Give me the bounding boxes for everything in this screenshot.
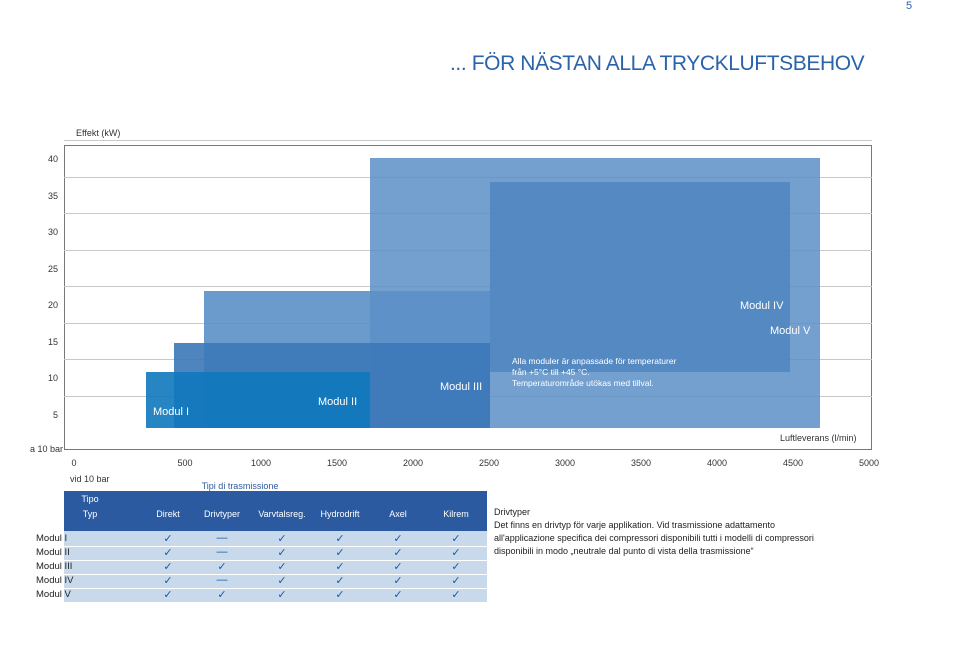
y-tick-label: 15 (47, 336, 58, 347)
y-tick-label: 5 (52, 410, 58, 420)
check-icon: ✓ (393, 547, 403, 559)
check-icon: ✓ (393, 589, 403, 601)
y-tick-label: 10 (47, 373, 58, 384)
check-icon: ✓ (335, 547, 345, 559)
table-row-label: Modul IV (36, 575, 74, 586)
drive-text-1: Det finns en drivtyp för varje applikati… (494, 520, 775, 530)
module-label: Modul V (770, 325, 811, 337)
table-row-divider (64, 588, 487, 589)
check-icon: ✓ (451, 533, 461, 545)
check-icon: ✓ (393, 575, 403, 587)
x-tick-label: 5000 (858, 458, 880, 468)
x-tick-label: 2000 (402, 458, 424, 468)
check-icon: ✓ (277, 561, 287, 573)
table-row-divider (64, 574, 487, 575)
check-icon: ✓ (335, 575, 345, 587)
table-column-header: Kilrem (443, 509, 469, 519)
note-line: Alla moduler är anpassade för temperatur… (512, 356, 677, 366)
check-icon: ✓ (277, 533, 287, 545)
x-tick-label: 1000 (250, 458, 272, 468)
chart-frame (64, 145, 872, 450)
x-axis-label: Luftleverans (l/min) (780, 433, 857, 443)
dash-mark: — (216, 546, 228, 558)
check-icon: ✓ (217, 561, 227, 573)
dash-mark: — (216, 532, 228, 544)
check-icon: ✓ (163, 561, 173, 573)
table-column-header: Hydrodrift (320, 509, 360, 519)
note-line: från +5°C till +45 °C. (512, 367, 590, 377)
y-tick-label: 20 (47, 300, 58, 311)
table-column-header: Axel (389, 509, 407, 519)
check-icon: ✓ (163, 589, 173, 601)
y-tick-label: 35 (47, 190, 58, 201)
page-title: ... FÖR NÄSTAN ALLA TRYCKLUFTSBEHOV (450, 52, 865, 75)
table-row-label: Modul I (36, 533, 68, 544)
table-row-label: Modul III (36, 561, 73, 572)
check-icon: ✓ (393, 533, 403, 545)
drive-table-header (64, 491, 487, 531)
check-icon: ✓ (451, 561, 461, 573)
dash-mark: — (216, 574, 228, 586)
check-icon: ✓ (217, 589, 227, 601)
y-tick-label: 30 (47, 227, 58, 238)
drive-heading: Drivtyper (494, 507, 531, 517)
x-tick-label: 500 (177, 458, 193, 468)
table-column-header: Direkt (156, 509, 180, 519)
x-tick-label: 4000 (706, 458, 728, 468)
table-column-header: Varvtalsreg. (258, 509, 306, 519)
check-icon: ✓ (451, 589, 461, 601)
x-tick-label: 3500 (630, 458, 652, 468)
x-tick-label: 0 (71, 458, 77, 468)
pressure-note-2: vid 10 bar (70, 474, 110, 484)
module-label: Modul III (440, 381, 483, 393)
gridline (64, 140, 872, 141)
check-icon: ✓ (277, 589, 287, 601)
x-tick-label: 4500 (782, 458, 804, 468)
pressure-note: a 10 bar (30, 444, 64, 454)
check-icon: ✓ (393, 561, 403, 573)
table-type-label-sv: Typ (82, 509, 98, 519)
table-row-divider (64, 546, 487, 547)
drive-text-3: disponibili in modo „neutrale dal punto … (494, 546, 754, 556)
module-label: Modul IV (740, 300, 784, 312)
x-tick-label: 1500 (326, 458, 348, 468)
note-line: Temperaturområde utökas med tillval. (512, 378, 654, 388)
check-icon: ✓ (335, 533, 345, 545)
table-heading: Tipi di trasmissione (201, 481, 279, 491)
table-type-label-it: Tipo (81, 494, 99, 504)
drive-text-2: all'applicazione specifica dei compresso… (494, 533, 814, 543)
x-tick-label: 2500 (478, 458, 500, 468)
check-icon: ✓ (335, 589, 345, 601)
chart-note: Alla moduler är anpassade för temperatur… (512, 356, 702, 389)
module-area-1 (146, 372, 370, 428)
table-row-label: Modul II (36, 547, 70, 558)
y-axis-label: Effekt (kW) (76, 128, 121, 138)
table-row-divider (64, 602, 487, 603)
module-label: Modul I (153, 406, 190, 418)
check-icon: ✓ (451, 547, 461, 559)
y-tick-label: 40 (47, 154, 58, 164)
table-row-label: Modul V (36, 589, 71, 600)
table-row-divider (64, 560, 487, 561)
check-icon: ✓ (277, 547, 287, 559)
x-tick-label: 3000 (554, 458, 576, 468)
check-icon: ✓ (451, 575, 461, 587)
check-icon: ✓ (335, 561, 345, 573)
page-number: 5 (906, 0, 913, 12)
y-tick-label: 25 (47, 263, 58, 274)
check-icon: ✓ (277, 575, 287, 587)
check-icon: ✓ (163, 533, 173, 545)
table-column-header: Drivtyper (203, 509, 240, 519)
check-icon: ✓ (163, 547, 173, 559)
check-icon: ✓ (163, 575, 173, 587)
module-label: Modul II (318, 396, 358, 408)
